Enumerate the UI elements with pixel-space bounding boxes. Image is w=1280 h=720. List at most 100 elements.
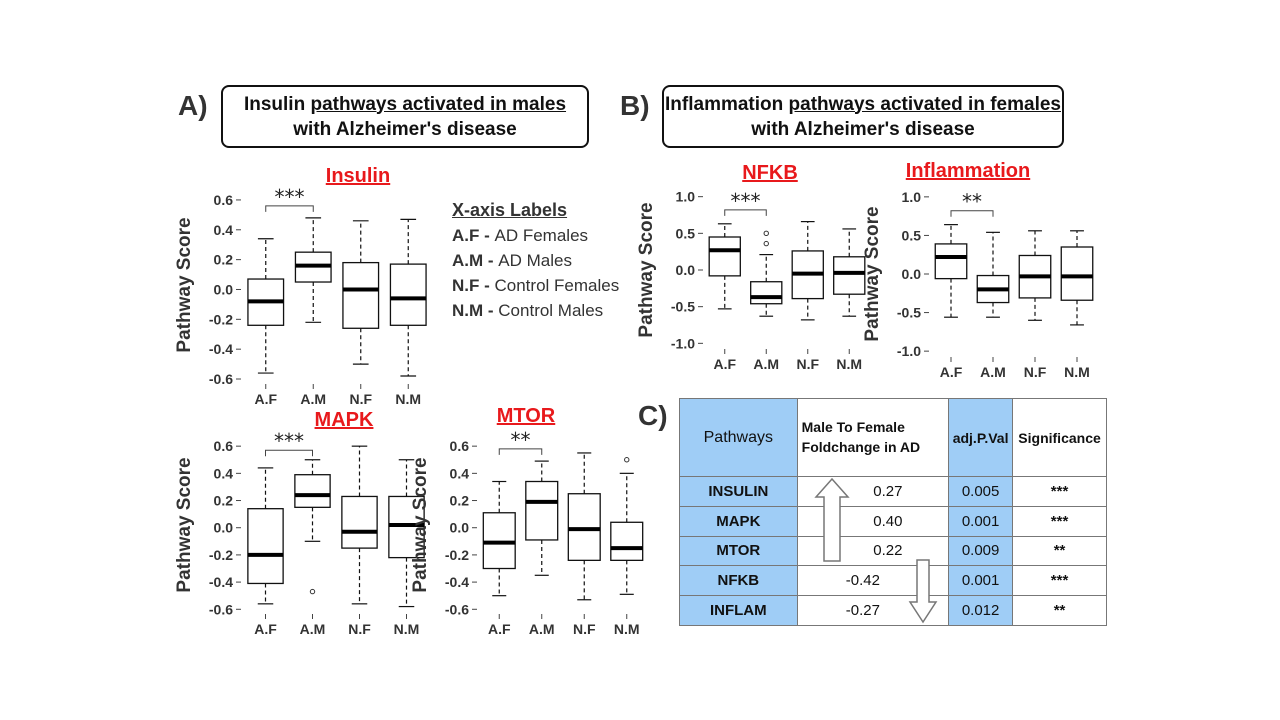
box [341,495,378,549]
x-tick-label: N.F [796,356,819,372]
cell-adj-p: 0.001 [948,565,1014,597]
y-tick-label: 1.0 [676,189,696,205]
cell-pathway: INSULIN [679,476,798,507]
header-pathways: Pathways [679,398,798,477]
legend-text: Control Females [494,276,620,295]
table-row: MAPK 0.40 0.001 *** [679,505,1107,537]
cell-significance: *** [1012,505,1107,537]
y-axis-label: Pathway Score [636,202,657,337]
panel-b-title-underlined: pathways activated in females [788,93,1061,115]
table-row: MTOR 0.22 0.009 ** [679,535,1107,567]
cell-foldchange: 0.27 [796,476,950,507]
mtor-boxplot: MTOR Pathway Score -0.6 -0.4 -0.2 0.0 0.2 0.4 0.… [410,405,644,637]
significance-bracket [724,209,767,216]
y-tick-label: -0.2 [209,547,233,563]
y-tick-label: -0.6 [209,371,233,387]
x-tick-label: N.M [836,356,862,372]
box [525,480,559,541]
panel-b-title-pre: Inflammation [665,93,789,115]
legend-heading: X-axis Labels [452,200,568,220]
y-tick-label: -0.6 [209,601,233,617]
y-tick-label: 0.0 [450,520,470,536]
panel-b-title-box: Inflammation pathways activated in femal… [662,85,1064,148]
mapk-boxplot: MAPK Pathway Score -0.6 -0.4 -0.2 0.0 0.2 0.4 0.… [174,409,425,637]
box [294,474,331,508]
insulin-boxplot: Insulin Pathway Score -0.6 -0.4 -0.2 0.0 0.2 0.… [174,165,427,407]
chart-title: MTOR [497,405,556,427]
panel-b-title-line1: Inflammation pathways activated in femal… [664,92,1062,117]
cell-pathway: MTOR [679,535,798,567]
box [708,236,741,277]
cell-significance: ** [1012,595,1107,626]
cell-adj-p: 0.005 [948,476,1014,507]
legend-code: N.M [452,301,484,320]
x-tick-label: A.M [529,621,555,637]
box [833,256,866,295]
x-tick-label: A.M [300,621,326,637]
table-header-row: Pathways Male To Female Foldchange in AD… [679,398,1107,477]
y-tick-label: -0.4 [209,574,233,590]
x-tick-label: N.F [573,621,596,637]
y-tick-label: 0.4 [450,465,470,481]
legend-code: A.F [452,226,480,245]
y-tick-label: 0.2 [450,493,470,509]
y-tick-label: -0.5 [671,299,695,315]
y-tick-label: 0.2 [214,493,234,509]
x-tick-label: N.F [348,621,371,637]
y-tick-label: 0.4 [214,222,234,238]
y-axis-label: Pathway Score [174,457,195,592]
cell-adj-p: 0.009 [948,535,1014,567]
box [1060,246,1094,301]
outlier-point [763,230,769,237]
outlier-point [624,457,630,463]
significance-label: *** [731,189,761,213]
cell-significance: *** [1012,565,1107,597]
legend-text: Control Males [498,301,604,320]
legend-item: A.F - AD Females [452,223,619,248]
box [389,263,427,326]
box [342,261,380,329]
significance-bracket [265,205,314,212]
y-tick-label: -0.4 [209,341,233,357]
significance-label: ** [511,428,531,452]
header-significance: Significance [1012,398,1107,477]
y-tick-label: -0.2 [445,547,469,563]
panel-a-title-pre: Insulin [243,93,311,115]
panel-b-letter: B) [620,90,650,121]
legend-item: N.F - Control Females [452,273,619,298]
cell-significance: *** [1012,476,1107,507]
table-row: INFLAM -0.27 0.012 ** [679,595,1107,626]
panel-b-title-line2: with Alzheimer's disease [751,118,975,140]
legend-code: N.F [452,276,480,295]
box [934,243,968,280]
y-axis-label: Pathway Score [862,206,883,341]
y-tick-label: 0.0 [902,266,922,282]
chart-title: Insulin [326,165,390,187]
significance-label: *** [275,185,305,209]
x-axis-legend: X-axis Labels A.F - AD Females A.M - AD … [452,198,619,323]
x-tick-label: A.M [300,391,326,407]
x-tick-label: N.M [395,391,421,407]
x-tick-label: A.M [980,364,1006,380]
chart-title: Inflammation [906,160,1030,182]
legend-code: A.M [452,251,484,270]
y-axis-label: Pathway Score [410,457,431,592]
legend-item: A.M - AD Males [452,248,619,273]
outlier-point [763,240,769,247]
inflammation-boxplot: Inflammation Pathway Score -1.0 -0.5 0.0 0.5 1… [862,160,1094,380]
chart-title: MAPK [315,409,374,431]
y-tick-label: 0.0 [676,262,696,278]
x-tick-label: N.M [614,621,640,637]
significance-bracket [950,210,994,217]
nfkb-boxplot: NFKB Pathway Score -1.0 -0.5 0.0 0.5 1.0 A.F A.M… [636,162,866,372]
y-tick-label: 0.6 [450,438,470,454]
panel-a-title-underlined: pathways activated in males [310,93,567,115]
x-tick-label: N.F [1024,364,1047,380]
panel-a-title-box: Insulin pathways activated in males with… [221,85,589,148]
x-tick-label: A.F [940,364,963,380]
y-tick-label: -0.5 [897,305,921,321]
x-tick-label: N.F [349,391,372,407]
summary-table: Pathways Male To Female Foldchange in AD… [679,398,1107,626]
panel-a-title-line1: Insulin pathways activated in males [223,92,587,117]
x-tick-label: A.F [254,391,277,407]
